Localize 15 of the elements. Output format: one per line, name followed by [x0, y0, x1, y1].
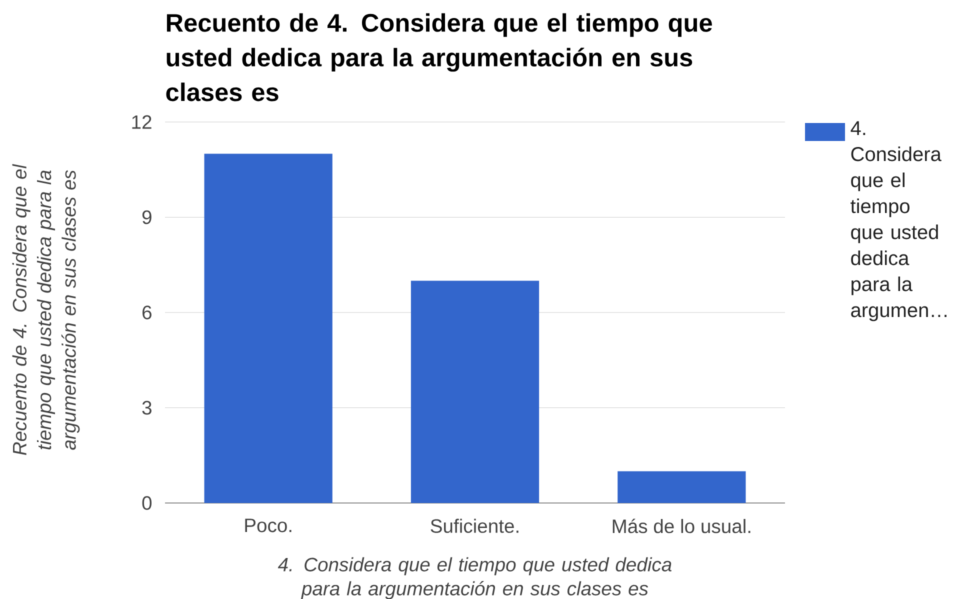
y-tick-label: 0 [142, 496, 152, 510]
x-tick-label: Poco. [245, 518, 292, 532]
x-axis-title: 4. Considera que el tiempo que usted dedica para la argumentación en sus clases es [278, 557, 672, 599]
x-tick-label: Más de lo usual. [612, 518, 750, 534]
bar [410, 280, 540, 503]
bar [204, 154, 332, 503]
bar [618, 471, 746, 503]
chart-title: Recuento de 4. Considera que el tiempo que usted dedica para la argumentación en sus clases es [166, 13, 712, 102]
y-tick-label: 3 [142, 400, 152, 415]
y-tick-label: 9 [142, 210, 152, 224]
y-tick-label: 12 [132, 115, 152, 129]
legend-label: 4. Considera que el tiempo que usted dedica para la argumen… [850, 121, 946, 322]
x-tick-label: Suficiente. [430, 518, 518, 533]
y-axis-title: Recuento de 4. Considera que el tiempo que usted dedica para la argumentación en sus clases es [12, 164, 80, 456]
y-tick-label: 6 [142, 306, 152, 320]
